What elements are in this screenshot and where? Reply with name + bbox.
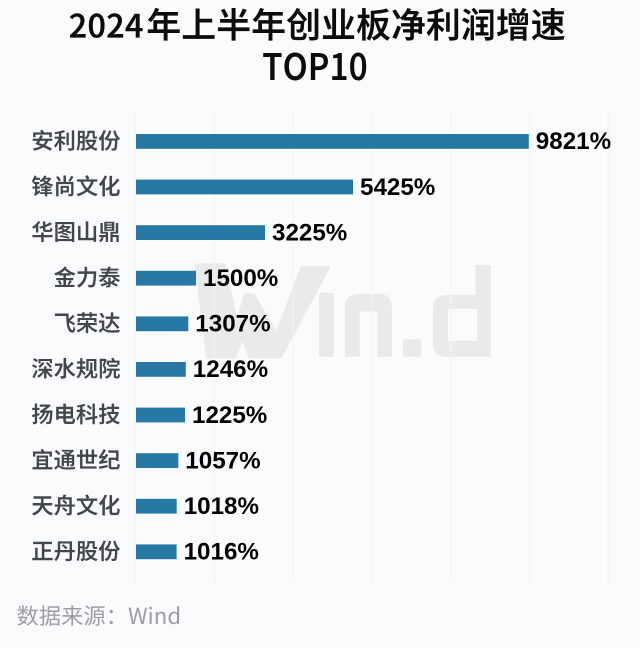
svg-text:1246%: 1246% bbox=[193, 356, 268, 383]
svg-text:1307%: 1307% bbox=[195, 311, 270, 338]
svg-text:1018%: 1018% bbox=[184, 493, 259, 520]
svg-text:1500%: 1500% bbox=[203, 265, 278, 292]
svg-text:1016%: 1016% bbox=[184, 539, 259, 566]
svg-text:1057%: 1057% bbox=[185, 447, 260, 474]
svg-text:1225%: 1225% bbox=[192, 402, 267, 429]
svg-text:9821%: 9821% bbox=[536, 128, 611, 155]
svg-text:3225%: 3225% bbox=[272, 219, 347, 246]
svg-text:5425%: 5425% bbox=[360, 174, 435, 201]
